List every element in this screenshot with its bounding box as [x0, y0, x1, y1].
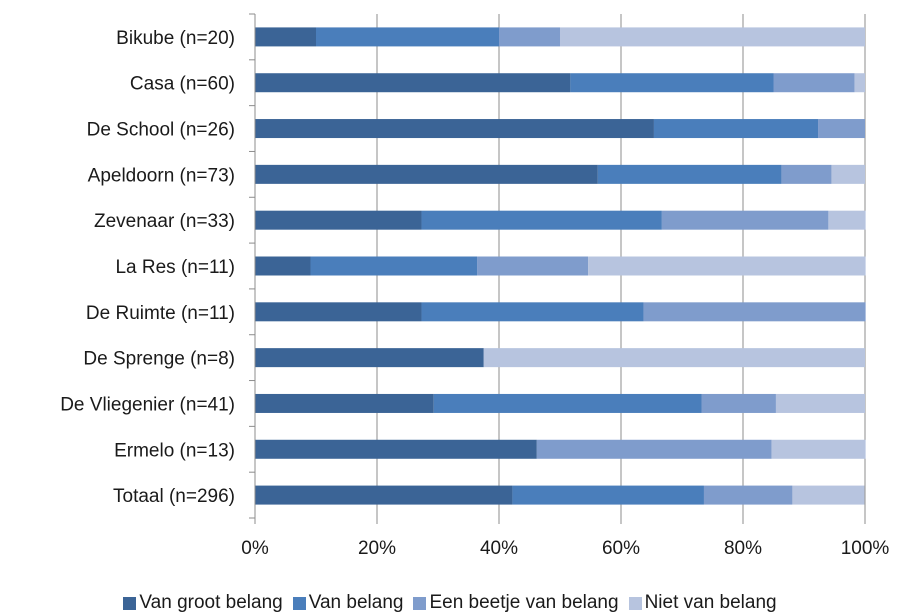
bar-segment	[255, 348, 484, 368]
legend-label: Niet van belang	[644, 592, 777, 613]
legend-swatch	[123, 596, 137, 610]
legend-label: Van belang	[308, 592, 404, 613]
category-label: De Vliegenier (n=41)	[60, 394, 235, 415]
bar-segment	[421, 210, 662, 230]
x-tick-label: 80%	[724, 538, 762, 559]
legend-item: Een beetje van belang	[413, 592, 619, 614]
bars	[255, 27, 866, 505]
bar-segment	[255, 119, 654, 139]
category-label: Apeldoorn (n=73)	[88, 165, 235, 186]
bar-segment	[854, 73, 865, 93]
bar-segment	[536, 439, 772, 459]
legend-label: Een beetje van belang	[429, 592, 619, 613]
category-label: De Ruimte (n=11)	[86, 303, 235, 324]
legend-label: Van groot belang	[139, 592, 283, 613]
bar-segment	[255, 210, 422, 230]
category-label: Zevenaar (n=33)	[94, 211, 235, 232]
bar-segment	[773, 73, 855, 93]
bar-segment	[818, 119, 865, 139]
bar-segment	[255, 302, 422, 322]
legend-item: Van groot belang	[123, 592, 283, 614]
legend-swatch	[413, 596, 427, 610]
category-label: La Res (n=11)	[115, 257, 235, 278]
axes	[249, 13, 866, 524]
bar-segment	[316, 27, 499, 47]
x-tick-label: 0%	[241, 538, 269, 559]
bar-segment	[588, 256, 866, 276]
bar-segment	[597, 164, 782, 184]
x-tick-label: 100%	[841, 538, 890, 559]
bar-segment	[255, 439, 537, 459]
bar-segment	[828, 210, 866, 230]
bar-segment	[255, 164, 598, 184]
bar-segment	[701, 393, 776, 413]
bar-segment	[831, 164, 865, 184]
x-tick-label: 20%	[358, 538, 396, 559]
bar-segment	[703, 485, 793, 505]
bar-segment	[792, 485, 865, 505]
x-tick-label: 40%	[480, 538, 518, 559]
stacked-bar-chart: Bikube (n=20) Casa (n=60) De School (n=26)…	[60, 13, 889, 559]
x-tick-label: 60%	[602, 538, 640, 559]
bar-segment	[771, 439, 866, 459]
legend: Van groot belang Van belang Een beetje van…	[0, 590, 900, 616]
bar-segment	[255, 256, 311, 276]
category-labels: Bikube (n=20) Casa (n=60) De School (n=26)…	[60, 28, 235, 507]
bar-segment	[421, 302, 644, 322]
bar-segment	[477, 256, 589, 276]
legend-item: Van belang	[292, 592, 404, 614]
legend-swatch	[292, 596, 306, 610]
bar-segment	[310, 256, 478, 276]
category-label: Bikube (n=20)	[116, 28, 235, 49]
bar-segment	[643, 302, 866, 322]
legend-item: Niet van belang	[628, 592, 777, 614]
category-label: Ermelo (n=13)	[114, 440, 235, 461]
bar-segment	[661, 210, 829, 230]
bar-segment	[483, 348, 865, 368]
bar-segment	[653, 119, 819, 139]
category-label: Casa (n=60)	[130, 74, 235, 95]
bar-segment	[255, 485, 513, 505]
bar-segment	[255, 393, 434, 413]
bar-segment	[433, 393, 702, 413]
bar-segment	[499, 27, 560, 47]
category-label: Totaal (n=296)	[113, 486, 235, 507]
category-label: De School (n=26)	[87, 120, 235, 141]
bar-segment	[255, 27, 316, 47]
bar-segment	[512, 485, 704, 505]
bar-segment	[775, 393, 865, 413]
x-tick-labels: 0% 20% 40% 60% 80% 100%	[241, 538, 889, 559]
bar-segment	[570, 73, 774, 93]
bar-segment	[560, 27, 865, 47]
category-label: De Sprenge (n=8)	[83, 349, 235, 370]
bar-segment	[255, 73, 571, 93]
legend-swatch	[628, 596, 642, 610]
bar-segment	[781, 164, 832, 184]
